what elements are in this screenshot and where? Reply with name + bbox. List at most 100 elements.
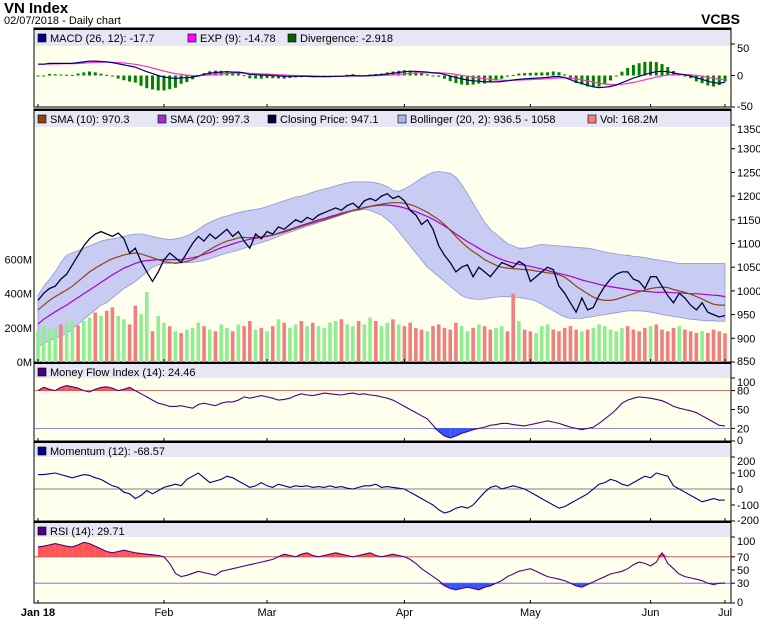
macd-divergence-bar-100 bbox=[609, 75, 612, 81]
macd-divergence-bar-101 bbox=[614, 75, 618, 77]
rsi-oversold-fill-76 bbox=[473, 583, 479, 590]
volume-bar-102 bbox=[620, 327, 624, 362]
xtick-label-0: Jan 18 bbox=[21, 607, 55, 619]
momentum-ytick-0: 200 bbox=[737, 456, 755, 468]
mfi-oversold-fill-73 bbox=[455, 428, 462, 436]
volume-bar-98 bbox=[597, 324, 601, 362]
volume-bar-57 bbox=[362, 324, 367, 362]
volume-bar-93 bbox=[568, 326, 573, 362]
volume-bar-92 bbox=[562, 327, 567, 362]
rsi-ytick-1: 70 bbox=[737, 552, 749, 564]
macd-legend-label-1: EXP (9): -14.78 bbox=[200, 33, 276, 45]
volume-bar-40 bbox=[265, 331, 269, 362]
macd-divergence-bar-25 bbox=[179, 75, 183, 84]
macd-legend-bg bbox=[34, 30, 731, 46]
volume-bar-116 bbox=[700, 331, 704, 362]
volume-bar-76 bbox=[471, 327, 475, 362]
macd-divergence-bar-38 bbox=[254, 75, 258, 79]
macd-divergence-bar-43 bbox=[282, 75, 286, 79]
volume-tick-2: 200M bbox=[4, 323, 32, 335]
macd-divergence-bar-64 bbox=[402, 70, 406, 76]
volume-bar-41 bbox=[270, 326, 275, 362]
volume-bar-94 bbox=[574, 329, 578, 362]
sma20-line bbox=[37, 204, 726, 325]
rsi-line bbox=[37, 541, 725, 591]
macd-divergence-bar-107 bbox=[649, 61, 653, 76]
volume-bar-97 bbox=[591, 327, 596, 362]
macd-legend-swatch-1 bbox=[187, 33, 197, 43]
price-ytick-2: 1250 bbox=[737, 167, 760, 179]
price-ytick-1: 1300 bbox=[737, 144, 760, 156]
price-legend-swatch-4 bbox=[587, 114, 597, 124]
mfi-ytick-2: 50 bbox=[737, 405, 749, 417]
price-ytick-10: 850 bbox=[737, 356, 755, 368]
volume-bar-5 bbox=[64, 322, 69, 362]
macd-divergence-bar-113 bbox=[683, 75, 687, 77]
volume-bar-14 bbox=[116, 315, 120, 362]
volume-bar-23 bbox=[167, 326, 172, 362]
volume-bar-84 bbox=[517, 321, 521, 362]
mfi-line bbox=[37, 385, 726, 439]
macd-ytick-0: 50 bbox=[737, 43, 749, 55]
macd-divergence-bar-87 bbox=[534, 72, 538, 76]
rsi-plot-bg bbox=[34, 537, 731, 603]
price-legend-label-0: SMA (10): 970.3 bbox=[50, 114, 130, 126]
volume-bar-85 bbox=[522, 329, 527, 362]
macd-divergence-bar-1 bbox=[42, 75, 46, 77]
volume-bar-68 bbox=[425, 331, 430, 362]
volume-bar-100 bbox=[608, 329, 613, 362]
volume-bar-75 bbox=[465, 331, 470, 362]
macd-divergence-bar-55 bbox=[351, 74, 355, 76]
rsi-overbought-fill-15 bbox=[123, 550, 130, 557]
volume-bar-38 bbox=[253, 329, 258, 362]
macd-divergence-bar-86 bbox=[528, 72, 532, 76]
momentum-legend-label-0: Momentum (12): -68.57 bbox=[50, 446, 165, 458]
rsi-overbought-fill-3 bbox=[55, 543, 61, 557]
macd-divergence-bar-115 bbox=[694, 75, 698, 82]
mfi-oversold-fill-72 bbox=[450, 428, 456, 438]
macd-divergence-bar-6 bbox=[70, 74, 74, 76]
macd-divergence-bar-81 bbox=[500, 75, 504, 79]
volume-bar-72 bbox=[448, 329, 452, 362]
volume-bar-35 bbox=[236, 324, 241, 362]
volume-bar-109 bbox=[660, 329, 664, 362]
macd-divergence-bar-91 bbox=[557, 72, 561, 76]
macd-legend-swatch-0 bbox=[37, 33, 47, 43]
macd-ytick-2: -50 bbox=[737, 101, 753, 113]
volume-bar-28 bbox=[196, 322, 201, 362]
volume-bar-47 bbox=[305, 326, 309, 362]
rsi-oversold-fill-72 bbox=[450, 583, 456, 590]
mfi-ytick-3: 20 bbox=[737, 423, 749, 435]
macd-divergence-bar-93 bbox=[568, 75, 572, 80]
macd-divergence-bar-54 bbox=[345, 74, 349, 76]
volume-bar-31 bbox=[213, 331, 218, 362]
mfi-overbought-fill-4 bbox=[60, 385, 67, 391]
macd-divergence-bar-74 bbox=[460, 75, 464, 85]
rsi-overbought-fill-14 bbox=[118, 550, 124, 557]
volume-bar-119 bbox=[717, 331, 722, 362]
macd-divergence-bar-16 bbox=[128, 75, 132, 82]
volume-bar-118 bbox=[711, 329, 716, 362]
volume-bar-30 bbox=[207, 329, 212, 362]
volume-bar-56 bbox=[356, 321, 361, 362]
macd-divergence-bar-36 bbox=[242, 75, 246, 77]
price-legend-label-2: Closing Price: 947.1 bbox=[280, 114, 378, 126]
macd-divergence-bar-70 bbox=[437, 75, 441, 77]
macd-line bbox=[38, 60, 726, 89]
volume-bar-16 bbox=[127, 324, 132, 362]
price-ytick-8: 950 bbox=[737, 310, 755, 322]
macd-divergence-bar-117 bbox=[706, 75, 710, 86]
macd-signal-line bbox=[38, 61, 726, 86]
xtick-label-3: Apr bbox=[396, 607, 413, 619]
bollinger-band bbox=[37, 171, 726, 349]
macd-divergence-bar-5 bbox=[65, 74, 69, 76]
macd-divergence-bar-32 bbox=[219, 70, 223, 76]
volume-bar-79 bbox=[488, 329, 493, 362]
price-legend-swatch-0 bbox=[37, 114, 47, 124]
volume-bar-1 bbox=[41, 326, 46, 362]
volume-bar-9 bbox=[87, 317, 92, 362]
macd-divergence-bar-106 bbox=[643, 61, 647, 76]
macd-divergence-bar-13 bbox=[110, 75, 114, 77]
macd-divergence-bar-4 bbox=[59, 74, 63, 76]
macd-divergence-bar-85 bbox=[523, 73, 527, 76]
